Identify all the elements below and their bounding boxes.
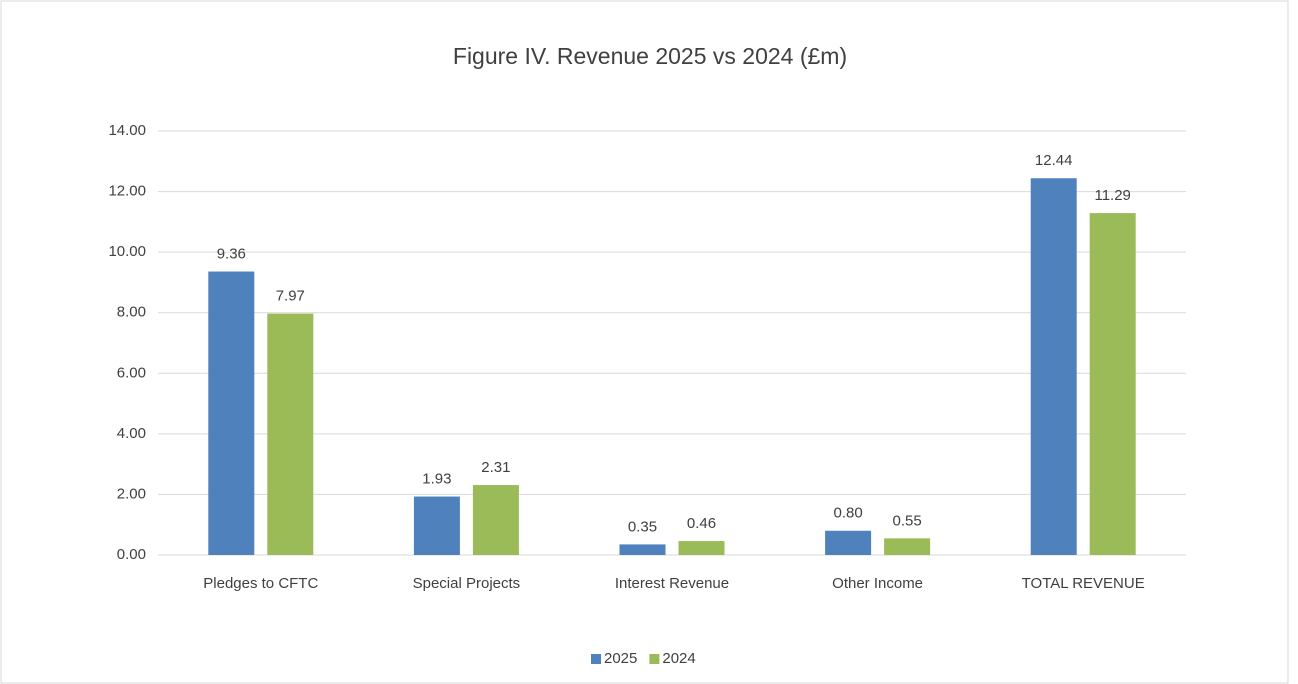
value-label: 0.55 (892, 512, 921, 529)
y-tick-label: 6.00 (117, 364, 146, 381)
bar (825, 530, 872, 555)
x-tick-label: TOTAL REVENUE (1022, 575, 1145, 592)
legend-swatch (649, 654, 660, 664)
bar (413, 496, 460, 555)
y-tick-label: 4.00 (117, 425, 146, 442)
y-tick-label: 0.00 (117, 546, 146, 563)
x-tick-label: Pledges to CFTC (203, 575, 318, 592)
legend-swatch (591, 654, 601, 664)
y-tick-label: 12.00 (108, 183, 146, 200)
legend-label: 2025 (604, 650, 637, 667)
value-label: 0.46 (687, 515, 716, 532)
bar (267, 313, 314, 555)
x-tick-label: Interest Revenue (615, 575, 729, 592)
value-label: 0.35 (628, 518, 657, 535)
bar (1030, 178, 1077, 555)
value-label: 1.93 (422, 471, 451, 488)
bar (208, 271, 255, 555)
value-label: 12.44 (1035, 152, 1073, 169)
x-tick-label: Other Income (832, 575, 923, 592)
bar (619, 544, 666, 555)
y-tick-label: 10.00 (108, 243, 146, 260)
value-label: 2.31 (481, 459, 510, 476)
value-label: 0.80 (833, 505, 862, 522)
value-label: 7.97 (276, 288, 305, 305)
legend-label: 2024 (662, 650, 695, 667)
chart-title: Figure IV. Revenue 2025 vs 2024 (£m) (453, 43, 847, 69)
bar (472, 485, 519, 555)
value-label: 11.29 (1094, 187, 1130, 204)
value-label: 9.36 (217, 245, 246, 262)
bar (884, 538, 931, 555)
y-tick-label: 8.00 (117, 304, 146, 321)
y-tick-label: 2.00 (117, 485, 146, 502)
x-tick-label: Special Projects (413, 575, 521, 592)
bar (1089, 213, 1136, 555)
y-tick-label: 14.00 (108, 122, 146, 139)
bar (678, 541, 725, 555)
